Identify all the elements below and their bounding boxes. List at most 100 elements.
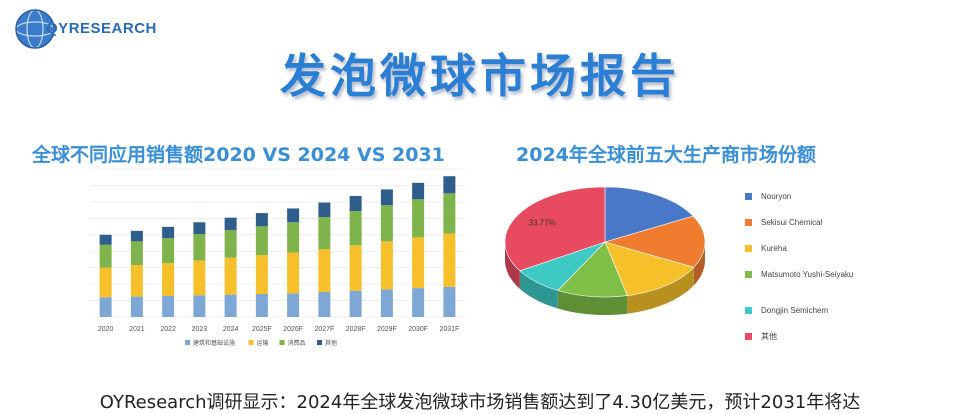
bar-segment [380, 205, 393, 242]
bar-segment [318, 249, 331, 293]
bar-segment [224, 257, 237, 295]
logo: QYRESEARCH [14, 8, 174, 49]
legend-label: Kureha [761, 244, 787, 253]
logo-wordmark: QYRESEARCH [46, 20, 157, 37]
legend-label: 建筑和基础设施 [193, 339, 235, 347]
pie-data-label: 33.77% [529, 218, 556, 227]
legend-swatch [745, 245, 752, 252]
pie-chart: 33.77% [504, 186, 706, 315]
bar-segment [255, 213, 268, 227]
bar-segment [224, 217, 237, 231]
x-tick-label: 2024 [223, 326, 239, 333]
x-tick-label: 2020 [98, 326, 114, 333]
bar-segment [318, 292, 331, 317]
pie-legend: Nouryon Sekisui Chemical Kureha Matsumoto Y… [745, 192, 875, 342]
bar-segment [255, 226, 268, 256]
legend-swatch [185, 340, 190, 345]
bar-segment [99, 267, 112, 298]
bar-segment [162, 295, 175, 317]
pie-slice-side [519, 270, 558, 309]
bar-segment [380, 241, 393, 290]
pie-slice-side [693, 242, 705, 286]
legend-swatch [745, 307, 752, 314]
legend-swatch [745, 333, 752, 340]
bar-segment [162, 238, 175, 264]
pie-slice [604, 186, 694, 243]
summary-text: OYResearch调研显示：2024年全球发泡微球市场销售额达到了4.30亿美… [99, 392, 861, 413]
legend-item: Dongjin Semichem [745, 306, 875, 316]
legend-label: Dongjin Semichem [761, 306, 829, 315]
legend-label: Matsumoto Yushi-Seiyaku [761, 270, 854, 279]
bar-segment [193, 234, 206, 261]
bar-segment [380, 289, 393, 317]
bar-segment [349, 245, 362, 291]
legend-label: 运输 [257, 339, 269, 347]
stacked-bar-chart: 2020 2021 2022 2023 2024 2025F 2026F 2027F 2028F… [90, 168, 465, 347]
bar-segment [443, 286, 456, 317]
x-tick-label: 2021 [129, 326, 145, 333]
bar-segment [412, 237, 425, 289]
bar-segment [412, 199, 425, 238]
x-tick-label: 2029F [377, 326, 397, 333]
bar-segment [287, 208, 300, 223]
legend-label: Nouryon [761, 192, 792, 201]
legend-swatch [317, 340, 322, 345]
legend-item: 其他 [745, 332, 875, 342]
pie-slice [504, 186, 606, 272]
legend-label: 其他 [761, 332, 777, 341]
pie-slice [604, 241, 695, 296]
pie-slice-side [557, 290, 628, 315]
bar-segment [193, 260, 206, 296]
bar-segment [130, 265, 143, 297]
bar-segment [130, 241, 143, 266]
legend-label: 消费品 [288, 339, 306, 347]
bar-segment [130, 230, 143, 242]
legend-label: 其他 [325, 339, 337, 347]
x-tick-label: 2026F [283, 326, 303, 333]
x-tick-label: 2025F [252, 326, 272, 333]
x-tick-label: 2027F [314, 326, 334, 333]
bar-segment [193, 295, 206, 317]
bar-segment [412, 288, 425, 317]
bar-segment [287, 222, 300, 253]
legend-swatch [745, 219, 752, 226]
legend-label: Sekisui Chemical [761, 218, 823, 227]
bar-segment [224, 230, 237, 258]
legend-item: Nouryon [745, 192, 875, 202]
bar-segment [193, 222, 206, 235]
legend-swatch [745, 193, 752, 200]
x-tick-label: 2022 [160, 326, 176, 333]
bar-segment [99, 244, 112, 268]
bar-segment [224, 294, 237, 317]
legend-swatch [279, 340, 285, 345]
bar-segment [380, 189, 393, 206]
legend-item: Matsumoto Yushi-Seiyaku [745, 270, 875, 280]
x-tick-label: 2030F [408, 326, 428, 333]
legend-swatch [745, 271, 752, 278]
bar-segment [99, 234, 112, 245]
bar-chart-title: 全球不同应用销售额2020 VS 2024 VS 2031 [32, 144, 445, 166]
bar-segment [318, 202, 331, 218]
pie-chart-title: 2024年全球前五大生产商市场份额 [516, 144, 816, 166]
bar-segment [99, 297, 112, 317]
bar-segment [255, 293, 268, 317]
bar-segment [349, 195, 362, 212]
x-tick-label: 2023 [192, 326, 208, 333]
pie-slice [557, 241, 628, 298]
bar-segment [349, 211, 362, 246]
x-tick-label: 2031F [439, 326, 459, 333]
bar-segment [443, 193, 456, 234]
bar-segment [162, 226, 175, 239]
bar-segment [255, 255, 268, 294]
pie-slice [603, 215, 706, 268]
pie-slice-side [627, 267, 694, 314]
bar-segment [287, 252, 300, 294]
legend-item: Kureha [745, 244, 875, 254]
page-title: 发泡微球市场报告 [280, 49, 680, 103]
bar-segment [412, 182, 425, 200]
bar-segment [162, 263, 175, 296]
bar-segment [443, 176, 456, 194]
bar-segment [130, 296, 143, 317]
legend-item: Sekisui Chemical [745, 218, 875, 228]
bar-segment [443, 233, 456, 287]
